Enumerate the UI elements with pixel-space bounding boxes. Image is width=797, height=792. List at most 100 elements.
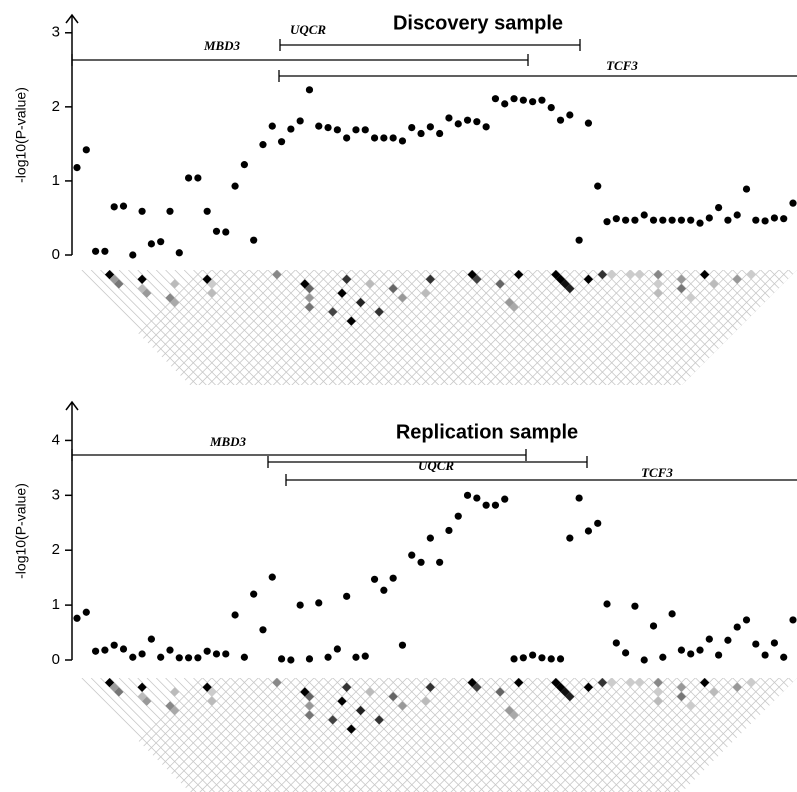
ld-grid	[155, 270, 287, 385]
data-point	[687, 650, 695, 658]
data-point	[343, 134, 351, 142]
ld-cell	[495, 687, 505, 697]
ld-grid	[75, 270, 101, 385]
axis-arrow	[65, 400, 79, 411]
data-point	[752, 640, 760, 648]
ld-cell	[342, 682, 352, 692]
ld-cell	[597, 678, 608, 688]
ld-grid	[0, 270, 72, 400]
ld-cell	[555, 682, 566, 692]
data-point	[268, 573, 276, 581]
ld-grid	[183, 678, 315, 792]
data-point	[761, 651, 769, 659]
y-tick-label: 0	[52, 246, 60, 263]
data-point	[612, 639, 620, 647]
ld-grid	[732, 678, 797, 792]
data-point	[566, 534, 574, 542]
ld-cell	[676, 691, 687, 702]
ld-grid	[685, 270, 797, 385]
ld-grid	[388, 270, 520, 385]
ld-grid	[397, 270, 529, 385]
ld-cell	[207, 288, 217, 298]
ld-grid	[267, 678, 399, 792]
ld-grid	[704, 678, 797, 792]
ld-cell	[634, 270, 645, 280]
data-point	[138, 650, 146, 658]
ld-grid	[788, 678, 797, 792]
ld-grid	[75, 270, 157, 385]
ld-cell	[514, 270, 524, 280]
y-tick-label: 4	[52, 431, 60, 448]
ld-grid	[128, 678, 259, 792]
ld-grid	[565, 678, 696, 792]
data-point	[482, 123, 490, 131]
ld-cell	[304, 283, 315, 294]
data-point	[352, 653, 360, 661]
ld-cell	[686, 701, 696, 711]
ld-grid	[323, 270, 454, 385]
ld-cell	[397, 293, 408, 303]
ld-grid	[509, 678, 640, 792]
data-point	[194, 654, 202, 662]
ld-grid	[314, 270, 445, 385]
data-point	[677, 646, 686, 654]
ld-cell	[551, 678, 561, 688]
ld-grid	[788, 678, 797, 792]
data-point	[622, 649, 630, 657]
ld-grid	[75, 270, 148, 385]
ld-grid	[444, 678, 575, 792]
data-point	[203, 207, 211, 215]
ld-grid	[165, 270, 296, 385]
data-point	[82, 608, 90, 616]
ld-cell	[653, 696, 663, 706]
ld-cell	[114, 279, 124, 289]
data-point	[408, 551, 416, 559]
gene-label: TCF3	[641, 465, 673, 480]
ld-grid	[75, 270, 185, 385]
ld-grid	[751, 270, 797, 385]
ld-cell	[388, 691, 398, 702]
ld-grid	[500, 270, 631, 385]
ld-grid	[500, 678, 631, 792]
ld-grid	[760, 678, 797, 792]
data-point	[380, 134, 388, 142]
ld-grid	[695, 270, 797, 385]
data-point	[147, 635, 155, 643]
ld-cell	[342, 274, 352, 284]
ld-grid	[676, 678, 797, 792]
data-point	[529, 98, 537, 106]
data-point	[426, 534, 434, 542]
data-point	[129, 653, 137, 661]
ld-grid	[685, 678, 797, 792]
ld-grid	[75, 678, 82, 792]
ld-grid	[90, 270, 222, 385]
data-point	[157, 238, 165, 246]
data-point	[305, 655, 314, 663]
ld-cell	[509, 302, 519, 312]
ld-grid	[75, 270, 175, 385]
ld-grid	[211, 270, 343, 385]
data-point	[724, 216, 732, 224]
data-point	[277, 655, 286, 663]
ld-grid	[323, 678, 454, 792]
ld-heatmap	[75, 678, 797, 792]
ld-cell	[365, 687, 375, 697]
ld-cell	[746, 678, 756, 688]
data-point	[324, 123, 332, 132]
ld-grid	[314, 678, 445, 792]
ld-cell	[202, 274, 212, 284]
ld-grid	[258, 678, 389, 792]
ld-grid	[453, 270, 585, 385]
ld-grid	[472, 270, 603, 385]
ld-grid	[128, 270, 259, 385]
data-point	[575, 236, 583, 244]
y-axis-label: -log10(P-value)	[13, 87, 29, 183]
data-point	[277, 138, 286, 146]
ld-grid	[713, 678, 797, 792]
ld-cell	[337, 288, 347, 298]
data-point	[119, 202, 128, 210]
ld-cell	[397, 701, 408, 711]
data-point	[157, 653, 165, 661]
ld-cell	[509, 710, 519, 720]
data-point	[147, 240, 155, 248]
